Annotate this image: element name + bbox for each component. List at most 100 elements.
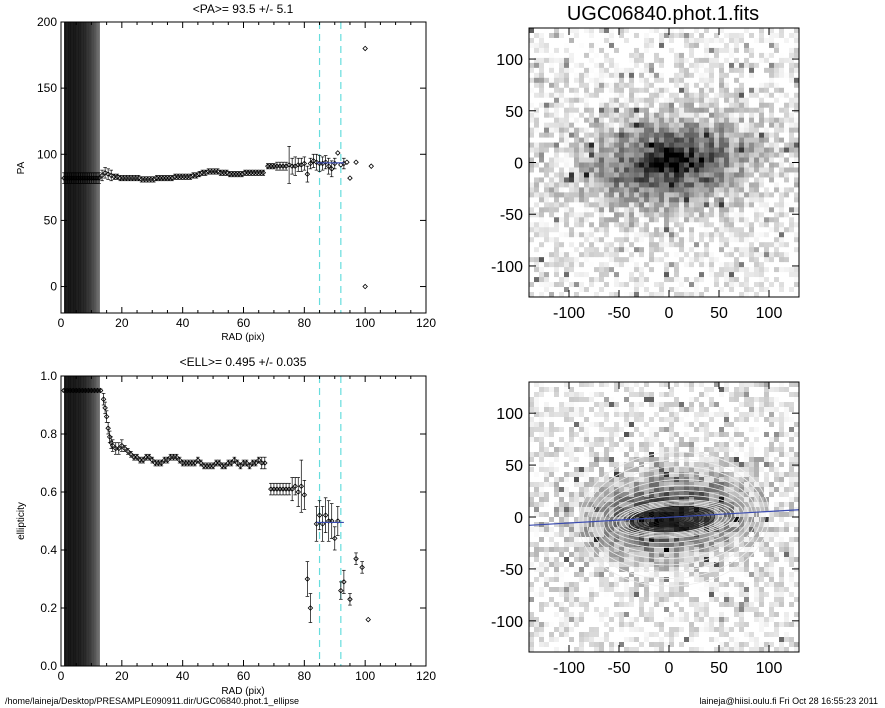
image-pixel <box>719 207 725 213</box>
image-pixel <box>574 42 580 49</box>
image-pixel <box>594 227 600 233</box>
image-pixel <box>629 172 635 178</box>
image-pixel <box>789 137 795 143</box>
image-pixel <box>559 472 565 478</box>
image-pixel <box>719 72 725 79</box>
image-pixel <box>779 207 785 213</box>
image-pixel <box>734 387 740 393</box>
image-pixel <box>594 252 600 258</box>
image-pixel <box>709 57 715 64</box>
image-pixel <box>604 402 610 408</box>
image-pixel <box>544 167 550 173</box>
image-pixel <box>574 277 580 283</box>
image-pixel <box>629 147 635 153</box>
image-pixel <box>594 122 600 129</box>
image-pixel <box>774 142 780 148</box>
data-point <box>106 434 113 440</box>
image-pixel <box>734 87 740 94</box>
image-pixel <box>569 87 575 94</box>
image-pixel <box>764 172 770 178</box>
image-pixel <box>634 452 640 458</box>
image-pixel <box>764 177 770 183</box>
image-pixel <box>709 247 715 253</box>
image-pixel <box>649 187 655 193</box>
image-pixel <box>774 277 780 283</box>
image-pixel <box>739 102 745 109</box>
image-pixel <box>759 447 765 453</box>
image-pixel <box>604 227 610 233</box>
image-pixel <box>754 202 760 208</box>
image-pixel <box>794 412 800 418</box>
image-pixel <box>634 242 640 248</box>
image-pixel <box>669 217 675 223</box>
image-pixel <box>744 127 750 134</box>
image-pixel <box>734 32 740 39</box>
image-pixel <box>564 407 570 413</box>
image-pixel <box>564 417 570 423</box>
image-pixel <box>669 452 675 458</box>
image-pixel <box>794 392 800 398</box>
image-pixel <box>709 267 715 273</box>
image-pixel <box>709 212 715 218</box>
image-pixel <box>604 87 610 94</box>
image-pixel <box>534 447 540 453</box>
image-pixel <box>694 97 700 104</box>
image-pixel <box>594 217 600 223</box>
image-pixel <box>649 87 655 94</box>
image-pixel <box>754 142 760 148</box>
image-pixel <box>704 222 710 228</box>
image-pixel <box>679 262 685 268</box>
image-pixel <box>624 437 630 443</box>
image-pixel <box>679 447 685 453</box>
image-pixel <box>714 92 720 99</box>
image-pixel <box>609 62 615 69</box>
image-pixel <box>594 262 600 268</box>
image-pixel <box>739 132 745 138</box>
image-pixel <box>749 182 755 188</box>
image-pixel <box>664 132 670 138</box>
image-pixel <box>749 272 755 278</box>
image-pixel <box>729 447 735 453</box>
image-pixel <box>604 247 610 253</box>
image-pixel <box>744 182 750 188</box>
image-pixel <box>584 28 590 34</box>
image-pixel <box>769 152 775 158</box>
image-pixel <box>774 227 780 233</box>
image-pixel <box>629 267 635 273</box>
image-pixel <box>784 167 790 173</box>
inner-radius-band <box>85 376 87 666</box>
image-pixel <box>594 162 600 168</box>
image-pixel <box>774 192 780 198</box>
image-pixel <box>769 28 775 34</box>
image-pixel <box>624 227 630 233</box>
image-pixel <box>699 192 705 198</box>
data-point <box>63 175 69 181</box>
image-pixel <box>594 397 600 403</box>
inner-radius-band <box>96 376 98 666</box>
image-pixel <box>664 127 670 134</box>
image-pixel <box>744 457 750 463</box>
image-pixel <box>549 257 555 263</box>
image-pixel <box>664 97 670 104</box>
image-pixel <box>619 77 625 84</box>
image-pixel <box>554 187 560 193</box>
image-pixel <box>674 407 680 413</box>
image-pixel <box>554 432 560 438</box>
image-pixel <box>634 112 640 119</box>
image-pixel <box>544 262 550 268</box>
image-pixel <box>694 197 700 203</box>
image-pixel <box>719 107 725 114</box>
image-pixel <box>589 37 595 44</box>
image-pixel <box>574 47 580 54</box>
image-pixel <box>534 167 540 173</box>
image-pixel <box>789 112 795 119</box>
inner-radius-band <box>93 376 95 666</box>
image-pixel <box>754 32 760 39</box>
image-pixel <box>674 77 680 84</box>
image-pixel <box>644 252 650 258</box>
inner-radius-band <box>94 22 95 313</box>
image-pixel <box>764 217 770 223</box>
image-pixel <box>569 267 575 273</box>
image-pixel <box>729 422 735 428</box>
image-pixel <box>704 397 710 403</box>
